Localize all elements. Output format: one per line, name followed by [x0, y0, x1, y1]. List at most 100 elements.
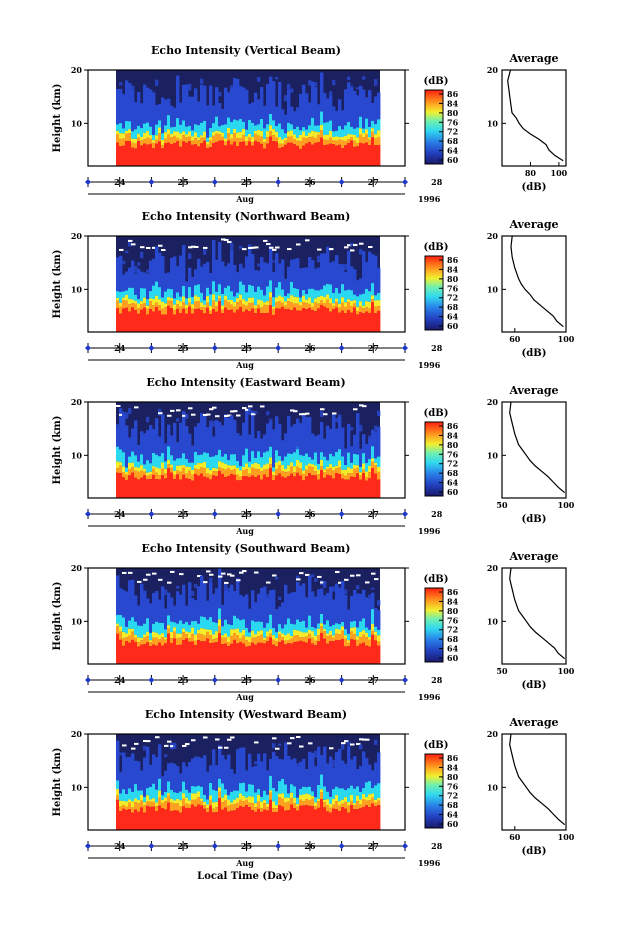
heatmap-cell	[344, 135, 348, 141]
heatmap-cell	[365, 606, 369, 610]
heatmap-gap	[230, 574, 235, 577]
heatmap-cell	[200, 628, 204, 635]
heatmap-cell	[308, 638, 312, 664]
heatmap-cell	[314, 311, 318, 332]
heatmap-cell	[365, 758, 369, 783]
heatmap-gap	[332, 412, 337, 415]
heatmap-gap	[317, 248, 322, 251]
heatmap-cell	[332, 599, 336, 625]
y-axis-label: Height (km)	[52, 748, 63, 817]
heatmap-cell	[146, 805, 150, 830]
heatmap-cell	[170, 597, 174, 622]
heatmap-cell	[173, 742, 177, 749]
heatmap-cell	[224, 124, 228, 139]
heatmap-cell	[233, 810, 237, 830]
heatmap-cell	[140, 301, 144, 304]
heatmap-cell	[251, 796, 255, 804]
heatmap-cell	[266, 468, 270, 477]
heatmap-cell	[341, 129, 345, 137]
time-marker	[148, 511, 155, 517]
heatmap-cell	[152, 637, 156, 645]
heatmap-gap	[203, 581, 208, 584]
heatmap-cell	[308, 102, 312, 126]
heatmap-cell	[116, 124, 120, 131]
heatmap-cell	[326, 469, 330, 475]
heatmap-cell	[341, 799, 345, 804]
heatmap-cell	[155, 246, 159, 282]
heatmap-cell	[167, 464, 171, 469]
heatmap-cell	[188, 462, 192, 467]
heatmap-cell	[320, 104, 324, 110]
heatmap-cell	[275, 812, 279, 830]
heatmap-cell	[122, 477, 126, 498]
heatmap-cell	[290, 88, 294, 93]
heatmap-cell	[143, 802, 147, 806]
heatmap-cell	[176, 141, 180, 166]
heatmap-cell	[218, 103, 222, 127]
heatmap-cell	[182, 286, 186, 297]
heatmap-cell	[320, 613, 324, 624]
heatmap-cell	[296, 107, 300, 127]
heatmap-gap	[116, 404, 121, 407]
heatmap-cell	[251, 464, 255, 468]
heatmap-cell	[293, 629, 297, 636]
heatmap-cell	[230, 242, 234, 250]
heatmap-cell	[341, 456, 345, 470]
heatmap-cell	[269, 464, 273, 468]
heatmap-cell	[242, 455, 246, 467]
heatmap-cell	[356, 809, 360, 830]
heatmap-cell	[170, 802, 174, 812]
heatmap-cell	[134, 467, 138, 471]
heatmap-cell	[209, 140, 213, 148]
heatmap-cell	[242, 801, 246, 808]
heatmap-cell	[221, 132, 225, 137]
heatmap-cell	[290, 106, 294, 125]
heatmap-cell	[125, 130, 129, 134]
heatmap-cell	[344, 145, 348, 166]
heatmap-cell	[143, 590, 147, 624]
heatmap-cell	[176, 131, 180, 138]
heatmap-cell	[152, 258, 156, 286]
heatmap-cell	[356, 801, 360, 810]
avg-x-label: (dB)	[522, 348, 547, 359]
heatmap-cell	[209, 643, 213, 664]
colorbar-tick-label: 64	[447, 478, 459, 488]
heatmap-cell	[128, 121, 132, 130]
heatmap-cell	[347, 473, 351, 480]
heatmap-cell	[149, 298, 153, 302]
heatmap-cell	[200, 135, 204, 138]
heatmap-cell	[335, 130, 339, 137]
time-marker	[211, 511, 218, 517]
heatmap-cell	[356, 645, 360, 664]
heatmap-cell	[287, 476, 291, 498]
heatmap-cell	[290, 792, 294, 799]
heatmap-cell	[263, 295, 267, 303]
avg-title: Average	[508, 550, 558, 563]
heatmap-cell	[191, 296, 195, 305]
heatmap-cell	[125, 412, 129, 419]
heatmap-cell	[125, 591, 129, 627]
heatmap-cell	[284, 742, 288, 785]
heatmap-cell	[236, 802, 240, 809]
heatmap-cell	[131, 753, 135, 759]
heatmap-cell	[374, 631, 378, 636]
heatmap-cell	[146, 636, 150, 643]
heatmap-cell	[134, 784, 138, 799]
heatmap-cell	[284, 114, 288, 134]
heatmap-cell	[281, 470, 285, 477]
heatmap-cell	[167, 781, 171, 794]
heatmap-cell	[317, 255, 321, 263]
heatmap-cell	[173, 126, 177, 132]
heatmap-cell	[242, 267, 246, 285]
heatmap-cell	[167, 795, 171, 803]
heatmap-cell	[230, 138, 234, 145]
heatmap-cell	[329, 586, 333, 627]
heatmap-cell	[116, 427, 120, 447]
heatmap-cell	[140, 770, 144, 775]
heatmap-cell	[242, 128, 246, 136]
heatmap-cell	[269, 297, 273, 306]
heatmap-cell	[332, 478, 336, 498]
heatmap-cell	[245, 636, 249, 641]
heatmap-cell	[164, 770, 168, 792]
heatmap-cell	[134, 148, 138, 166]
